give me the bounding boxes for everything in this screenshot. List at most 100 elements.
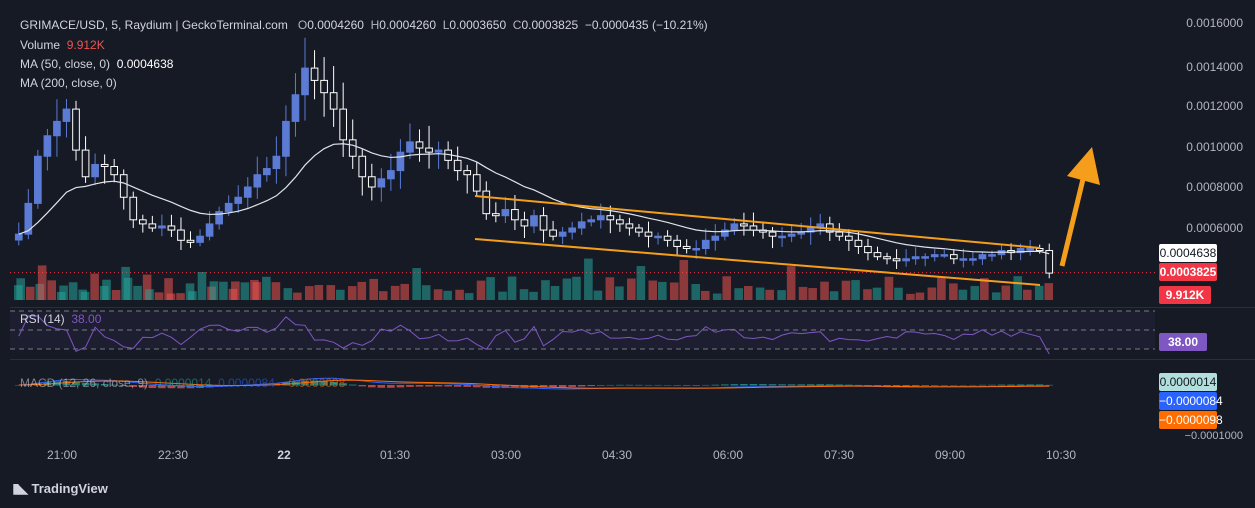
macd-histogram-bar <box>367 385 376 388</box>
volume-bar <box>777 290 786 300</box>
low-value: 0.0003650 <box>449 18 507 32</box>
macd-line-tag: −0.0000084 <box>1159 392 1223 410</box>
ma50-legend[interactable]: MA (50, close, 0) 0.0004638 <box>20 56 173 73</box>
macd-histogram-bar <box>358 385 367 387</box>
candle-body <box>472 174 481 192</box>
candle-body <box>835 231 844 237</box>
candle-body <box>768 231 777 237</box>
macd-histogram-bar <box>329 381 338 386</box>
time-axis[interactable]: 21:00 22:30 22 01:30 03:00 04:30 06:00 0… <box>10 440 1155 468</box>
rsi-legend[interactable]: RSI (14) 38.00 <box>20 311 101 328</box>
candle-body <box>43 135 52 157</box>
macd-legend[interactable]: MACD (12, 26, close, 9) 0.0000014 0.0000… <box>20 375 345 392</box>
price-tick: 0.0010000 <box>1186 140 1243 154</box>
rsi-label: RSI (14) <box>20 312 65 326</box>
volume-bar <box>529 291 538 300</box>
macd-histogram-bar <box>721 384 729 386</box>
volume-bar <box>906 293 915 300</box>
candle-body <box>282 120 290 157</box>
candle-body <box>940 254 949 257</box>
volume-bar <box>658 281 667 300</box>
macd-histogram-bar <box>701 384 710 386</box>
symbol-title[interactable]: GRIMACE/USD, 5, Raydium | GeckoTerminal.… <box>20 18 288 32</box>
candle-body <box>530 215 538 227</box>
macd-canvas[interactable] <box>10 360 1155 440</box>
candle-body <box>81 149 90 178</box>
volume-bar <box>25 286 35 300</box>
volume-tag: 9.912K <box>1159 286 1211 304</box>
macd-histogram-bar <box>978 384 987 386</box>
volume-bar <box>829 291 839 300</box>
macd-histogram-bar <box>100 383 109 386</box>
candle-body <box>577 221 586 229</box>
candle-body <box>224 202 233 213</box>
rsi-tag: 38.00 <box>1159 333 1207 351</box>
volume-legend[interactable]: Volume 9.912K <box>20 37 105 54</box>
macd-histogram-bar <box>177 385 185 389</box>
price-axis[interactable]: 0.0016000 0.0014000 0.0012000 0.0010000 … <box>1155 10 1255 442</box>
macd-histogram-bar <box>663 384 672 386</box>
pane-separator[interactable] <box>10 359 1255 360</box>
candle-body <box>949 254 958 260</box>
candle-body <box>520 219 529 227</box>
time-tick-day: 22 <box>277 448 291 462</box>
macd-histogram-bar <box>81 382 90 386</box>
candle-body <box>654 235 662 239</box>
candle-body <box>129 196 138 221</box>
candle-body <box>138 219 147 225</box>
macd-histogram-bar <box>1007 384 1015 386</box>
macd-histogram-bar <box>606 384 615 386</box>
price-tick: 0.0014000 <box>1186 60 1243 74</box>
candle-body <box>682 245 691 249</box>
ma200-legend[interactable]: MA (200, close, 0) <box>20 75 117 92</box>
candle-body <box>539 215 548 231</box>
price-tick: 0.0008000 <box>1186 180 1243 194</box>
candle-body <box>482 190 491 215</box>
candle-body <box>692 248 701 251</box>
macd-pane[interactable]: MACD (12, 26, close, 9) 0.0000014 0.0000… <box>10 360 1155 440</box>
rsi-value: 38.00 <box>71 312 102 326</box>
price-pane[interactable]: GRIMACE/USD, 5, Raydium | GeckoTerminal.… <box>10 10 1155 306</box>
macd-histogram-bar <box>310 380 319 386</box>
price-chart-canvas[interactable] <box>10 10 1155 306</box>
macd-histogram-bar <box>730 384 739 386</box>
volume-bar <box>884 276 894 300</box>
volume-bar <box>808 288 817 300</box>
rsi-pane[interactable]: RSI (14) 38.00 <box>10 308 1155 358</box>
volume-bar <box>863 289 872 300</box>
volume-bar <box>669 282 679 300</box>
low-label: L <box>442 18 450 32</box>
candle-body <box>387 170 395 180</box>
macd-histogram-bar <box>568 385 576 387</box>
macd-histogram-bar <box>682 385 691 386</box>
candle-body <box>892 258 901 262</box>
volume-bar <box>615 286 624 300</box>
macd-histogram-bar <box>654 384 662 386</box>
volume-bar <box>102 279 111 300</box>
candle-body <box>711 235 720 241</box>
volume-bar <box>133 285 142 300</box>
volume-bar <box>154 292 164 300</box>
rsi-canvas[interactable] <box>10 308 1155 358</box>
macd-histogram-bar <box>339 383 347 386</box>
macd-histogram-bar <box>959 385 968 386</box>
macd-histogram-bar <box>692 385 701 386</box>
macd-signal-tag: −0.0000098 <box>1159 411 1223 429</box>
macd-histogram-bar <box>14 385 23 386</box>
rsi-line <box>18 315 1050 355</box>
candle-body <box>969 258 977 261</box>
volume-bar <box>798 286 808 300</box>
pane-separator[interactable] <box>10 307 1255 308</box>
macd-histogram-bar <box>969 384 977 386</box>
ma50-line <box>18 143 1050 255</box>
volume-bar <box>820 281 829 300</box>
candle-body <box>377 178 386 188</box>
candle-body <box>778 235 786 239</box>
volume-bar <box>142 274 152 300</box>
tradingview-logo[interactable]: ▮◣ TradingView <box>12 480 108 497</box>
candle-body <box>845 235 853 241</box>
chart-panes: GRIMACE/USD, 5, Raydium | GeckoTerminal.… <box>10 10 1255 440</box>
candle-body <box>291 94 300 122</box>
brand-text: TradingView <box>31 481 108 496</box>
volume-bar <box>314 285 324 300</box>
